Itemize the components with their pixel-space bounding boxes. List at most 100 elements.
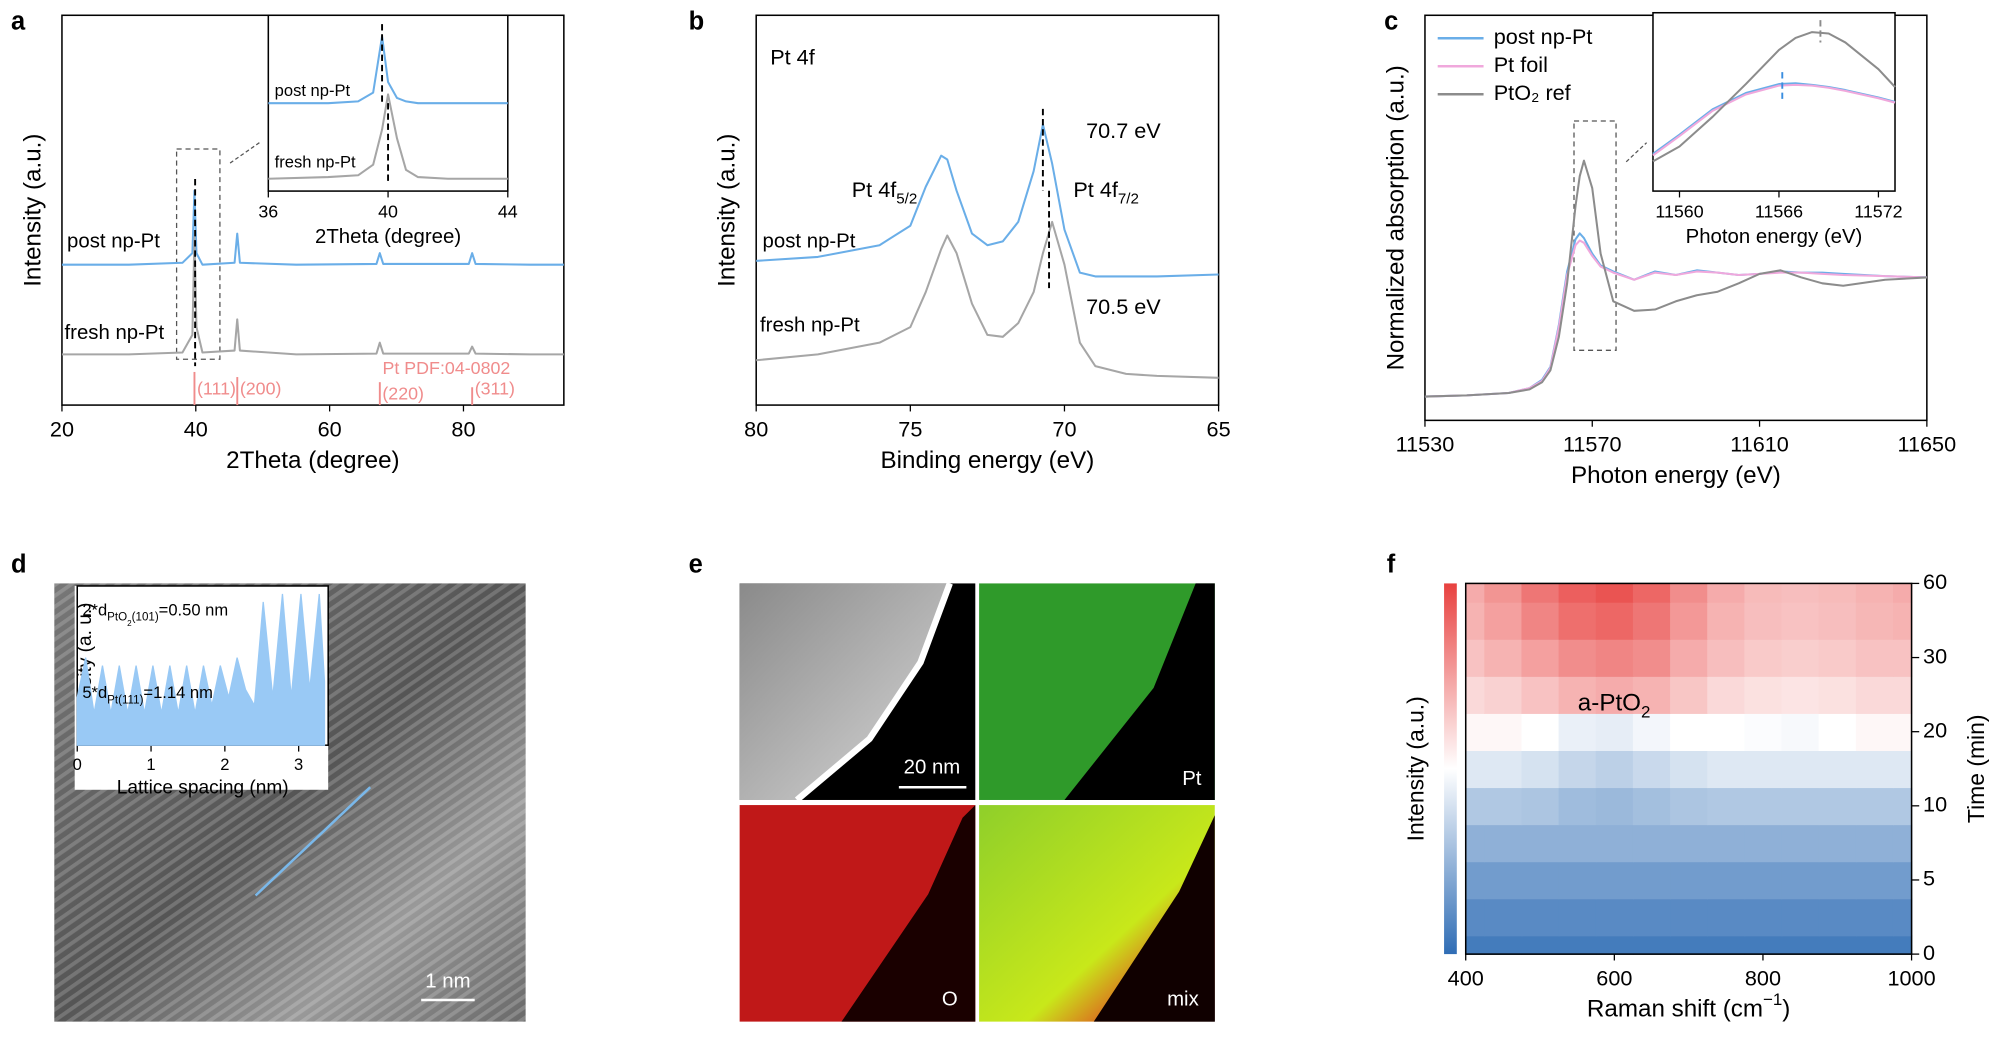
panel-letter: f bbox=[1387, 550, 1396, 578]
heat-cell bbox=[1558, 713, 1597, 751]
heat-cell bbox=[1670, 601, 1708, 640]
heat-cell bbox=[1781, 583, 1820, 603]
heat-cell bbox=[1744, 583, 1783, 603]
heat-cell bbox=[1558, 824, 1597, 863]
heat-cell bbox=[1744, 935, 1783, 955]
zoom-box bbox=[1573, 120, 1617, 351]
heat-cell bbox=[1855, 898, 1894, 937]
label: 70.7 eV bbox=[1086, 118, 1161, 143]
heat-cell bbox=[1632, 750, 1671, 789]
heat-cell bbox=[1707, 861, 1746, 900]
heat-cell bbox=[1521, 787, 1560, 826]
panel-letter: b bbox=[689, 8, 705, 36]
map-label: O bbox=[942, 988, 958, 1010]
heat-cell bbox=[1484, 639, 1523, 677]
heat-cell bbox=[1521, 750, 1560, 789]
heat-cell bbox=[1818, 750, 1857, 789]
heat-cell bbox=[1595, 639, 1634, 677]
heat-cell bbox=[1707, 583, 1746, 603]
heat-cell bbox=[1484, 750, 1523, 789]
series-line bbox=[1652, 31, 1896, 163]
text-part: (101) bbox=[132, 612, 159, 624]
series-label: post np-Pt bbox=[275, 81, 351, 100]
heat-cell bbox=[1818, 639, 1857, 677]
y-tick-label: 20 bbox=[1923, 717, 1947, 742]
x-tick-label: 11560 bbox=[1655, 201, 1703, 221]
legend-label: Pt foil bbox=[1494, 52, 1548, 77]
text-part: −1 bbox=[1763, 991, 1782, 1010]
heat-cell bbox=[1595, 583, 1634, 603]
background bbox=[1064, 583, 1215, 800]
text-part: 2*d bbox=[82, 601, 107, 620]
x-tick-label: 0 bbox=[73, 755, 82, 774]
text-part: Pt 4f bbox=[770, 44, 815, 69]
label: Intensity (a.u.) bbox=[714, 134, 741, 287]
text-part: Pt 4f bbox=[852, 177, 897, 202]
inset-background bbox=[1652, 12, 1896, 192]
zoom-arrow bbox=[1625, 142, 1648, 163]
profile-line bbox=[254, 786, 372, 897]
heat-cell bbox=[1465, 861, 1486, 900]
text-part: Raman shift (cm bbox=[1587, 996, 1763, 1023]
series-label: fresh np-Pt bbox=[65, 322, 165, 344]
heat-cell bbox=[1892, 787, 1913, 826]
heat-cell bbox=[1892, 601, 1913, 640]
heat-cell bbox=[1521, 935, 1560, 955]
heat-cell bbox=[1595, 713, 1634, 751]
heat-cell bbox=[1892, 935, 1913, 955]
heat-cell bbox=[1781, 750, 1820, 789]
heat-cell bbox=[1484, 713, 1523, 751]
heat-cell bbox=[1558, 639, 1597, 677]
label: Pt 4f7/2 bbox=[1073, 177, 1139, 208]
heat-cell bbox=[1558, 583, 1597, 603]
label: Pt 4f5/2 bbox=[852, 177, 918, 208]
heat-cell bbox=[1781, 935, 1820, 955]
map-label: mix bbox=[1167, 988, 1199, 1010]
heat-cell bbox=[1484, 583, 1523, 603]
background bbox=[1093, 815, 1215, 1022]
label: a-PtO2 bbox=[1578, 690, 1651, 722]
heat-cell bbox=[1781, 639, 1820, 677]
heat-cell bbox=[1465, 787, 1486, 826]
series-label: post np-Pt bbox=[67, 230, 160, 252]
heat-cell bbox=[1595, 861, 1634, 900]
reference-label: (200) bbox=[240, 378, 282, 398]
heat-cell bbox=[1781, 601, 1820, 640]
series-line bbox=[1424, 232, 1927, 398]
heat-cell bbox=[1707, 639, 1746, 677]
heat-cell bbox=[1707, 824, 1746, 863]
x-tick-label: 11566 bbox=[1755, 201, 1803, 221]
heat-cell bbox=[1484, 861, 1523, 900]
series-line bbox=[61, 189, 564, 266]
heat-cell bbox=[1707, 750, 1746, 789]
x-tick-label: 3 bbox=[294, 755, 303, 774]
reference-label: (220) bbox=[382, 384, 424, 404]
series-label: fresh np-Pt bbox=[760, 314, 860, 336]
heat-cell bbox=[1465, 935, 1486, 955]
panel-letter: a bbox=[11, 8, 26, 36]
series-line bbox=[1424, 239, 1927, 398]
label: Photon energy (eV) bbox=[1571, 462, 1781, 489]
text-part: 5*d bbox=[82, 684, 107, 703]
heat-cell bbox=[1855, 639, 1894, 677]
heat-cell bbox=[1707, 935, 1746, 955]
heat-cell bbox=[1595, 824, 1634, 863]
heat-cell bbox=[1632, 861, 1671, 900]
label: 70.5 eV bbox=[1086, 294, 1161, 319]
x-tick-label: 80 bbox=[451, 416, 475, 441]
heat-cell bbox=[1707, 713, 1746, 751]
heat-cell bbox=[1892, 750, 1913, 789]
heat-cell bbox=[1521, 898, 1560, 937]
reference-label: (311) bbox=[475, 378, 515, 398]
heat-cell bbox=[1892, 824, 1913, 863]
label: Time (min) bbox=[1963, 714, 1989, 823]
x-tick-label: 36 bbox=[258, 201, 278, 221]
label: Binding energy (eV) bbox=[881, 447, 1095, 474]
heat-cell bbox=[1465, 639, 1486, 677]
y-tick-label: 0 bbox=[1923, 940, 1935, 965]
x-tick-label: 11610 bbox=[1730, 432, 1789, 457]
label: 2Theta (degree) bbox=[226, 447, 399, 474]
reference-name: Pt PDF:04-0802 bbox=[383, 358, 511, 378]
heat-cell bbox=[1818, 861, 1857, 900]
